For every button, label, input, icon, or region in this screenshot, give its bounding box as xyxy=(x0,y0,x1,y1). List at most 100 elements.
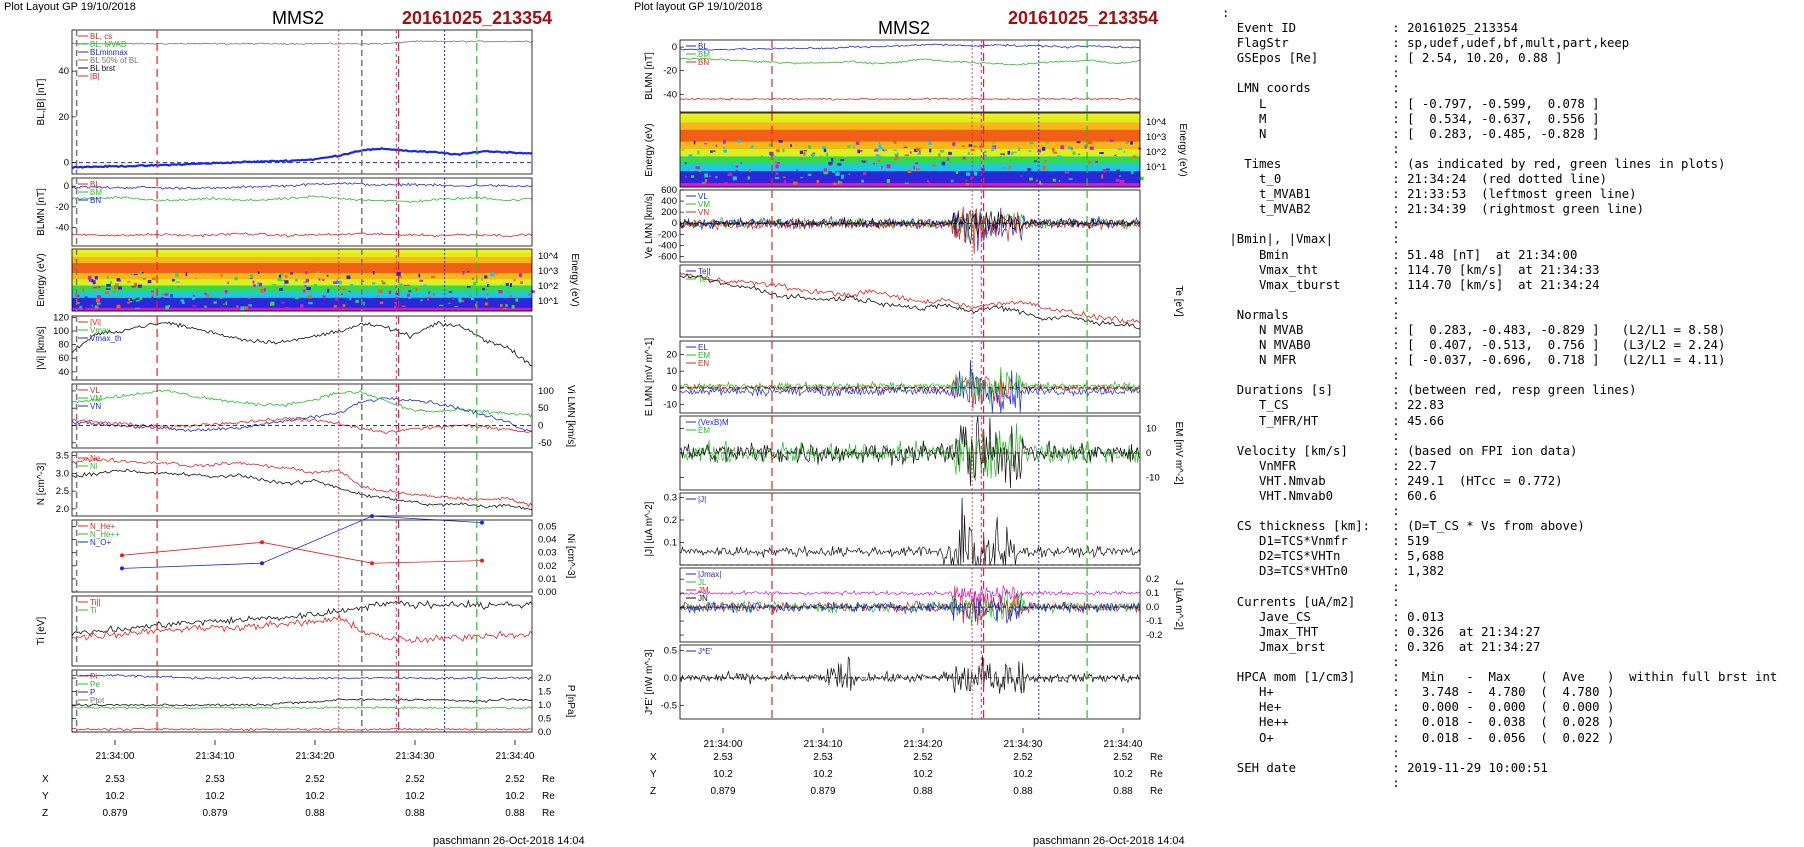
spectrogram-speckle xyxy=(722,147,726,149)
left-pos-unit: Re xyxy=(542,774,555,785)
spectrogram-band xyxy=(72,278,532,286)
spectrogram-speckle xyxy=(913,165,915,170)
spectrogram-speckle xyxy=(704,143,707,145)
spectrogram-speckle xyxy=(1003,167,1006,169)
right-legend-label: JN xyxy=(698,594,708,603)
left-legend-label: Ne xyxy=(90,454,101,463)
right-series-black xyxy=(679,415,1141,489)
spectrogram-speckle xyxy=(915,167,920,171)
right-ytick-label: 0.0 xyxy=(1146,602,1159,613)
spectrogram-speckle xyxy=(469,295,473,297)
spectrogram-speckle xyxy=(983,154,987,158)
spectrogram-speckle xyxy=(710,150,713,153)
spectrogram-speckle xyxy=(327,288,330,293)
spectrogram-speckle xyxy=(355,300,359,303)
left-legend-label: N_He+ xyxy=(90,522,115,531)
info-line: T_CS : 22.83 xyxy=(1222,398,1445,413)
spectrogram-speckle xyxy=(736,139,742,143)
spectrogram-speckle xyxy=(133,282,138,287)
spectrogram-speckle xyxy=(498,290,503,294)
spectrogram-speckle xyxy=(106,283,111,287)
spectrogram-speckle xyxy=(1028,150,1032,152)
spectrogram-speckle xyxy=(299,303,304,308)
spectrogram-speckle xyxy=(283,284,286,287)
right-panel-frame xyxy=(679,189,1141,263)
spectrogram-speckle xyxy=(928,181,931,184)
spectrogram-speckle xyxy=(130,273,133,276)
spectrogram-speckle xyxy=(704,179,708,183)
spectrogram-speckle xyxy=(1060,145,1065,150)
right-series-red xyxy=(679,97,1141,101)
right-xtick-label: 21:34:20 xyxy=(904,739,943,750)
spectrogram-speckle xyxy=(116,304,121,309)
spectrogram-speckle xyxy=(342,300,346,303)
spectrogram-speckle xyxy=(408,294,412,299)
left-series-red-point xyxy=(370,561,374,566)
spectrogram-speckle xyxy=(952,142,956,146)
info-line: VnMFR : 22.7 xyxy=(1222,458,1437,473)
spectrogram-speckle xyxy=(433,292,435,297)
spectrogram-speckle xyxy=(909,151,912,154)
spectrogram-speckle xyxy=(991,146,996,149)
spectrogram-speckle xyxy=(1101,174,1104,179)
spectrogram-speckle xyxy=(270,290,273,293)
spectrogram-speckle xyxy=(260,288,264,293)
left-ylabel: Energy (eV) xyxy=(36,253,47,306)
left-pos-value: 2.53 xyxy=(105,774,125,785)
spectrogram-speckle xyxy=(1078,153,1080,155)
spectrogram-speckle xyxy=(376,295,379,298)
spectrogram-speckle xyxy=(306,286,311,291)
right-pos-value: 2.53 xyxy=(713,752,733,763)
spectrogram-speckle xyxy=(749,169,752,173)
spectrogram-speckle xyxy=(213,301,217,304)
info-line: Normals : xyxy=(1222,307,1400,322)
left-ytick-label: 100 xyxy=(538,386,554,397)
spectrogram-speckle xyxy=(109,281,113,284)
spectrogram-speckle xyxy=(119,279,122,282)
spectrogram-speckle xyxy=(79,305,82,309)
spectrogram-speckle xyxy=(1130,141,1133,145)
spectrogram-speckle xyxy=(874,162,877,166)
right-pos-value: 0.879 xyxy=(810,786,835,797)
spectrogram-speckle xyxy=(1125,142,1129,145)
spectrogram-speckle xyxy=(290,272,293,275)
spectrogram-speckle xyxy=(467,270,470,273)
spectrogram-speckle xyxy=(269,302,273,306)
spectrogram-speckle xyxy=(500,284,503,289)
left-series-red xyxy=(71,416,533,434)
spectrogram-speckle xyxy=(1115,178,1120,183)
left-event-stamp: 20161025_213354 xyxy=(402,8,553,28)
spectrogram-speckle xyxy=(403,284,408,286)
spectrogram-speckle xyxy=(518,273,522,278)
spectrogram-speckle xyxy=(333,305,337,308)
spectrogram-speckle xyxy=(223,303,225,305)
spectrogram-speckle xyxy=(1102,169,1107,173)
left-ytick-label: 0.04 xyxy=(538,535,557,546)
spectrogram-speckle xyxy=(84,296,88,300)
left-series-black xyxy=(71,599,533,637)
spectrogram-speckle xyxy=(803,151,806,156)
right-series-black xyxy=(679,273,1141,330)
spectrogram-speckle xyxy=(984,150,987,153)
spectrogram-speckle xyxy=(133,273,138,276)
spectrogram-speckle xyxy=(160,297,165,301)
left-legend-label: VN xyxy=(90,402,101,411)
spectrogram-speckle xyxy=(1138,147,1142,150)
right-panel-frame xyxy=(679,644,1141,720)
right-legend-label: VL xyxy=(698,192,708,201)
spectrogram-speckle xyxy=(915,162,918,165)
right-ytick-label: 0.2 xyxy=(1146,574,1159,585)
right-energy-tick: 10^3 xyxy=(1146,132,1166,143)
spectrogram-speckle xyxy=(135,299,140,302)
spectrogram-speckle xyxy=(465,288,467,291)
spectrogram-speckle xyxy=(244,306,248,310)
spectrogram-speckle xyxy=(95,298,100,303)
spectrogram-speckle xyxy=(439,304,444,307)
right-ylabel: J [uA m^-2] xyxy=(1173,580,1184,630)
spectrogram-speckle xyxy=(1072,151,1076,155)
left-panel-frame xyxy=(71,177,533,247)
left-ylabel: N [cm^-3] xyxy=(36,463,47,506)
right-ytick-label: 0 xyxy=(1146,448,1151,459)
right-panel-frame xyxy=(679,567,1141,643)
spectrogram-speckle xyxy=(961,145,965,148)
